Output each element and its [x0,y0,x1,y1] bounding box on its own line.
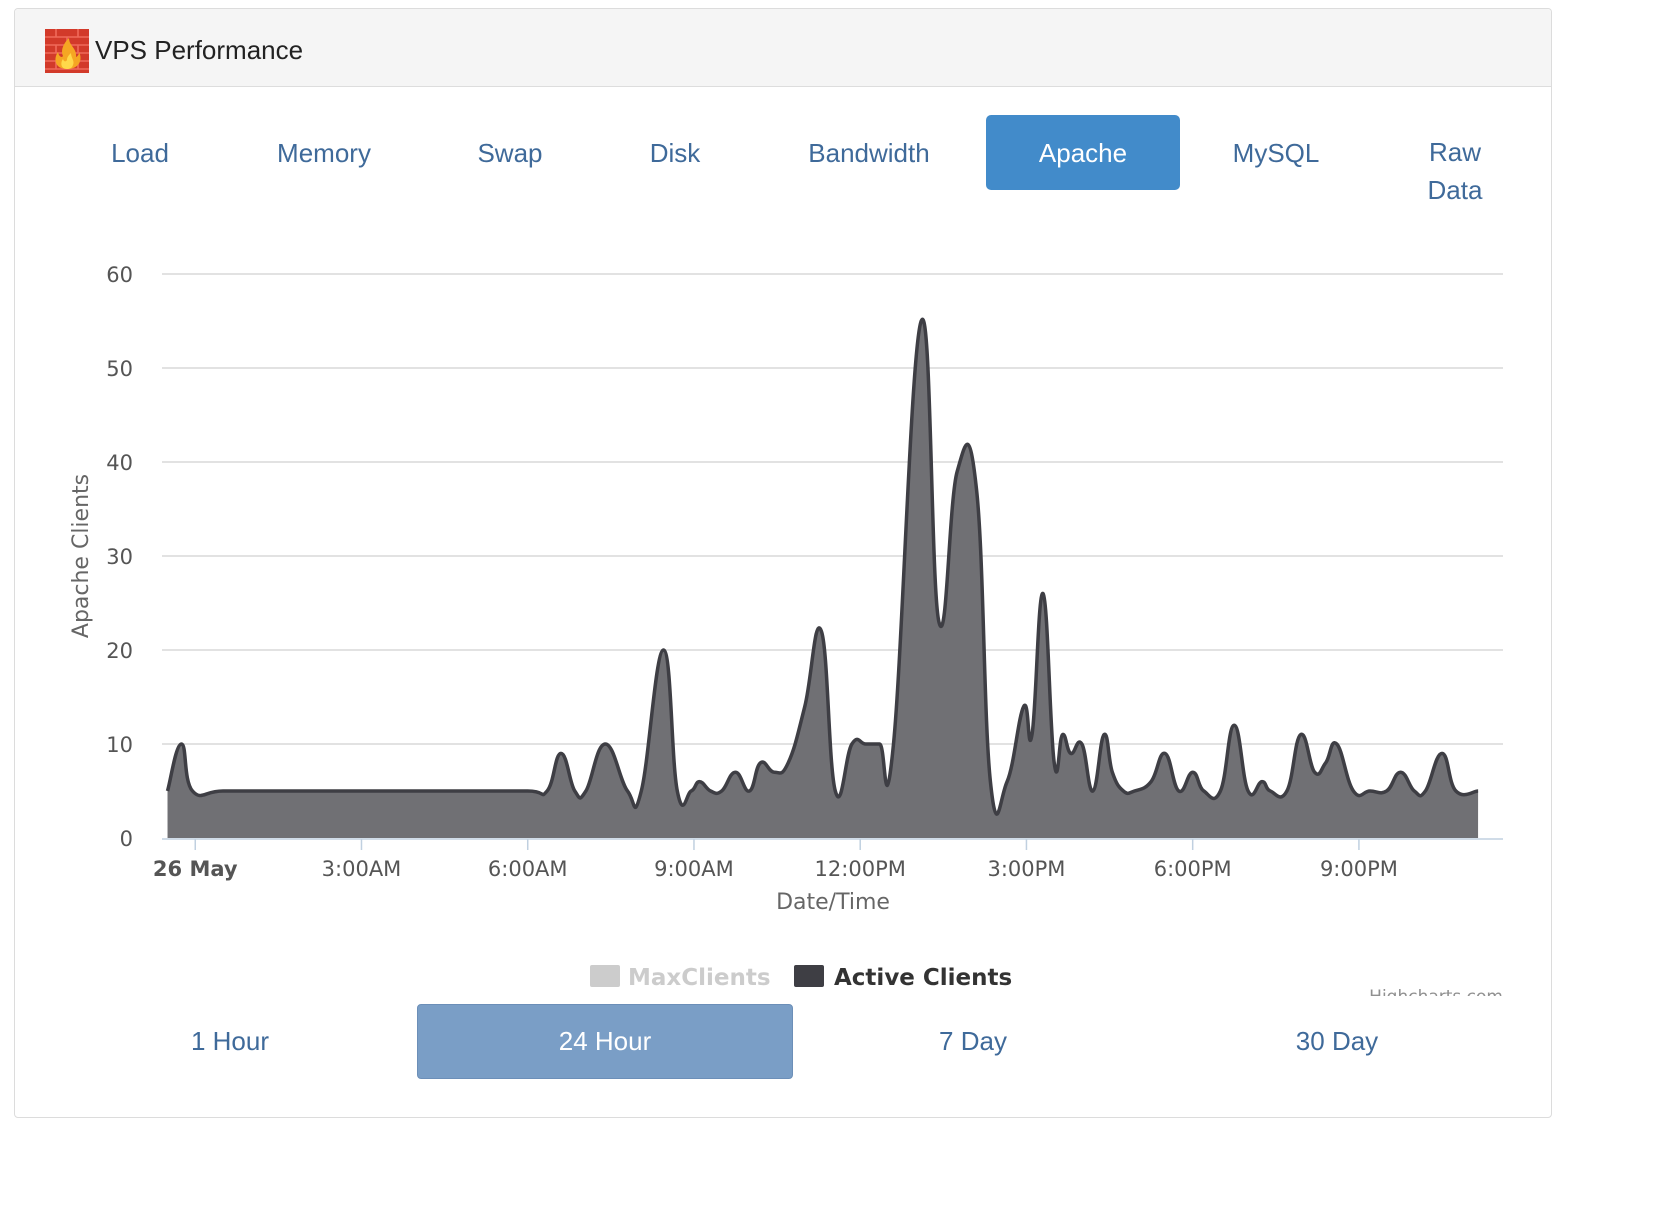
tab-label: Disk [649,137,701,168]
range-30-day[interactable]: 30 Day [1166,1004,1508,1079]
series-active-clients[interactable] [165,317,1479,839]
tab-disk[interactable]: Disk [615,115,735,190]
y-tick-label: 0 [120,827,133,851]
tab-label: Swap [477,137,543,168]
y-tick-label: 30 [106,545,133,569]
legend-item-maxclients[interactable]: MaxClients [590,965,771,991]
range-label: 24 Hour [558,1026,652,1056]
tab-label: Apache [1038,137,1128,168]
legend: MaxClients Active Clients [590,965,1012,991]
range-7-day[interactable]: 7 Day [828,1004,1118,1079]
tab-label: Raw Data [1427,137,1483,205]
y-tick-label: 50 [106,357,133,381]
highcharts-credit[interactable]: Highcharts.com [1369,987,1503,1007]
panel-header: VPS Performance [15,9,1551,87]
x-axis-ticks: 26 May 3:00AM 6:00AM 9:00AM 12:00PM 3:00PM 6:0… [153,839,1398,881]
tab-label: Bandwidth [808,137,930,168]
x-tick-label: 3:00PM [987,857,1065,881]
legend-swatch-active-clients [794,965,824,987]
range-label: 1 Hour [190,1026,270,1056]
metric-tabs: Load Memory Swap Disk Bandwidth Apache M… [31,115,1543,215]
panel-title: VPS Performance [95,35,304,65]
y-axis-ticks: 0 10 20 30 40 50 60 [106,263,133,851]
range-label: 7 Day [939,1026,1007,1056]
y-tick-label: 20 [106,639,133,663]
tab-apache[interactable]: Apache [986,115,1180,190]
range-1-hour[interactable]: 1 Hour [78,1004,382,1079]
apache-chart: 0 10 20 30 40 50 60 Apache Clients 26 May 3:00A… [0,236,1550,1007]
legend-item-active-clients[interactable]: Active Clients [794,965,1012,991]
x-axis-title: Date/Time [776,890,890,915]
y-tick-label: 60 [106,263,133,287]
x-tick-label: 9:00AM [654,857,734,881]
apache-clients-chart: 0 10 20 30 40 50 60 Apache Clients 26 May 3:00A… [69,263,1503,1007]
range-label: 30 Day [1295,1026,1379,1056]
tab-load[interactable]: Load [71,115,209,190]
tab-memory[interactable]: Memory [247,115,401,190]
area-fill-active-clients [167,319,1479,839]
tab-mysql[interactable]: MySQL [1199,115,1353,190]
x-tick-label: 26 May [153,857,238,881]
time-range-selector: 1 Hour 24 Hour 7 Day 30 Day [16,1004,1528,1079]
x-tick-label: 6:00PM [1154,857,1232,881]
legend-swatch-maxclients [590,965,620,987]
grid-lines [162,273,1503,745]
tab-label: Load [111,137,169,168]
tab-label: MySQL [1232,137,1320,168]
tab-label: Memory [277,137,371,168]
line-active-clients [165,317,1479,816]
y-axis-title: Apache Clients [69,474,94,638]
tab-raw-data[interactable]: Raw Data [1401,115,1509,215]
tab-bandwidth[interactable]: Bandwidth [779,115,959,190]
x-tick-label: 6:00AM [488,857,568,881]
x-tick-label: 3:00AM [322,857,402,881]
y-tick-label: 40 [106,451,133,475]
legend-label-active-clients: Active Clients [834,965,1012,991]
legend-label-maxclients: MaxClients [628,965,771,991]
tab-swap[interactable]: Swap [435,115,585,190]
firewall-flame-icon [45,29,89,73]
range-24-hour[interactable]: 24 Hour [417,1004,793,1079]
x-tick-label: 12:00PM [815,857,906,881]
x-tick-label: 9:00PM [1320,857,1398,881]
vps-performance-panel: VPS Performance Load Memory Swap Disk Ba… [14,8,1552,1118]
y-tick-label: 10 [106,733,133,757]
